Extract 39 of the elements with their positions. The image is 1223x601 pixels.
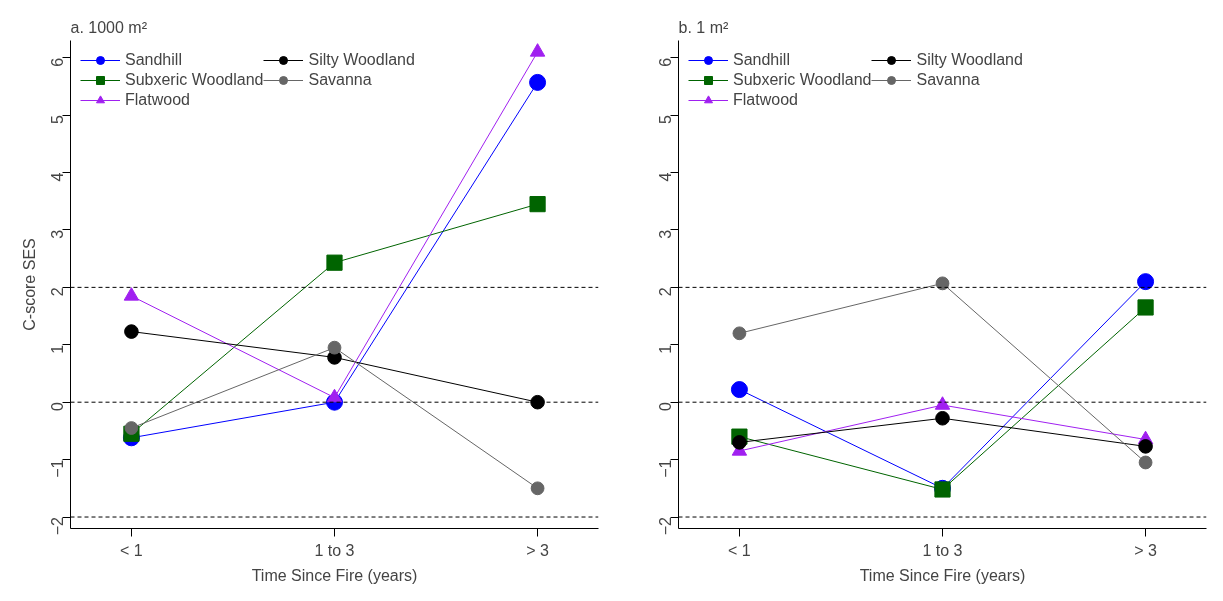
chart-title: b. 1 m² <box>678 18 729 36</box>
x-axis-title: Time Since Fire (years) <box>251 566 418 584</box>
y-axis-title: C-score SES <box>20 238 38 331</box>
legend-label: Savanna <box>916 71 980 89</box>
y-tick-label: 4 <box>49 172 67 182</box>
y-tick-label: −2 <box>657 516 675 536</box>
y-tick-label: 3 <box>49 229 67 239</box>
legend-label: Flatwood <box>733 91 798 109</box>
y-tick-label: 0 <box>657 402 675 412</box>
y-tick-label: 2 <box>657 287 675 297</box>
legend-label: Sandhill <box>733 51 790 69</box>
y-tick-label: 6 <box>657 57 675 67</box>
y-tick-label: 3 <box>657 229 675 239</box>
x-tick-label: 1 to 3 <box>314 541 355 559</box>
legend-label: Silty Woodland <box>308 51 415 69</box>
y-tick-label: 5 <box>657 115 675 125</box>
y-tick-label: −1 <box>657 459 675 478</box>
y-tick-label: 6 <box>49 57 67 67</box>
legend-label: Sandhill <box>125 51 182 69</box>
y-tick-label: 1 <box>657 344 675 354</box>
y-tick-label: 4 <box>657 172 675 182</box>
y-tick-label: 0 <box>49 402 67 412</box>
legend-label: Subxeric Woodland <box>733 71 872 89</box>
legend-label: Subxeric Woodland <box>125 71 264 89</box>
x-tick-label: < 1 <box>728 541 751 559</box>
y-tick-label: 2 <box>49 287 67 297</box>
x-axis-title: Time Since Fire (years) <box>859 566 1026 584</box>
legend-label: Flatwood <box>125 91 190 109</box>
x-tick-label: > 3 <box>1134 541 1158 559</box>
x-tick-label: < 1 <box>120 541 143 559</box>
legend-label: Savanna <box>308 71 372 89</box>
x-tick-label: > 3 <box>526 541 550 559</box>
y-tick-label: 1 <box>49 344 67 354</box>
y-tick-label: −1 <box>49 459 67 478</box>
y-tick-label: 5 <box>49 115 67 125</box>
legend-label: Silty Woodland <box>916 51 1023 69</box>
y-tick-label: −2 <box>49 516 67 536</box>
x-tick-label: 1 to 3 <box>922 541 963 559</box>
chart-title: a. 1000 m² <box>70 18 148 36</box>
